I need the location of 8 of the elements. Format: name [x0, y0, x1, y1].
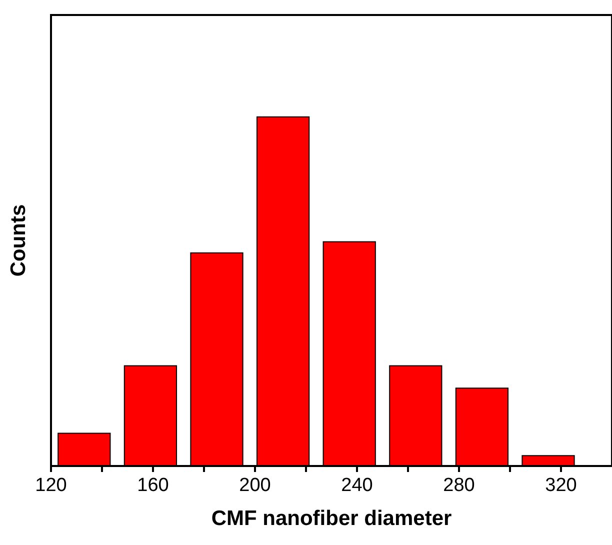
y-axis-title: Counts — [7, 204, 30, 277]
x-tick-label: 120 — [35, 475, 67, 496]
x-tick-label: 320 — [545, 475, 577, 496]
x-tick-label: 200 — [239, 475, 271, 496]
x-axis-title: CMF nanofiber diameter — [211, 507, 452, 530]
x-tick-label: 280 — [443, 475, 475, 496]
x-tick-label: 240 — [341, 475, 373, 496]
x-tick-label: 160 — [137, 475, 169, 496]
